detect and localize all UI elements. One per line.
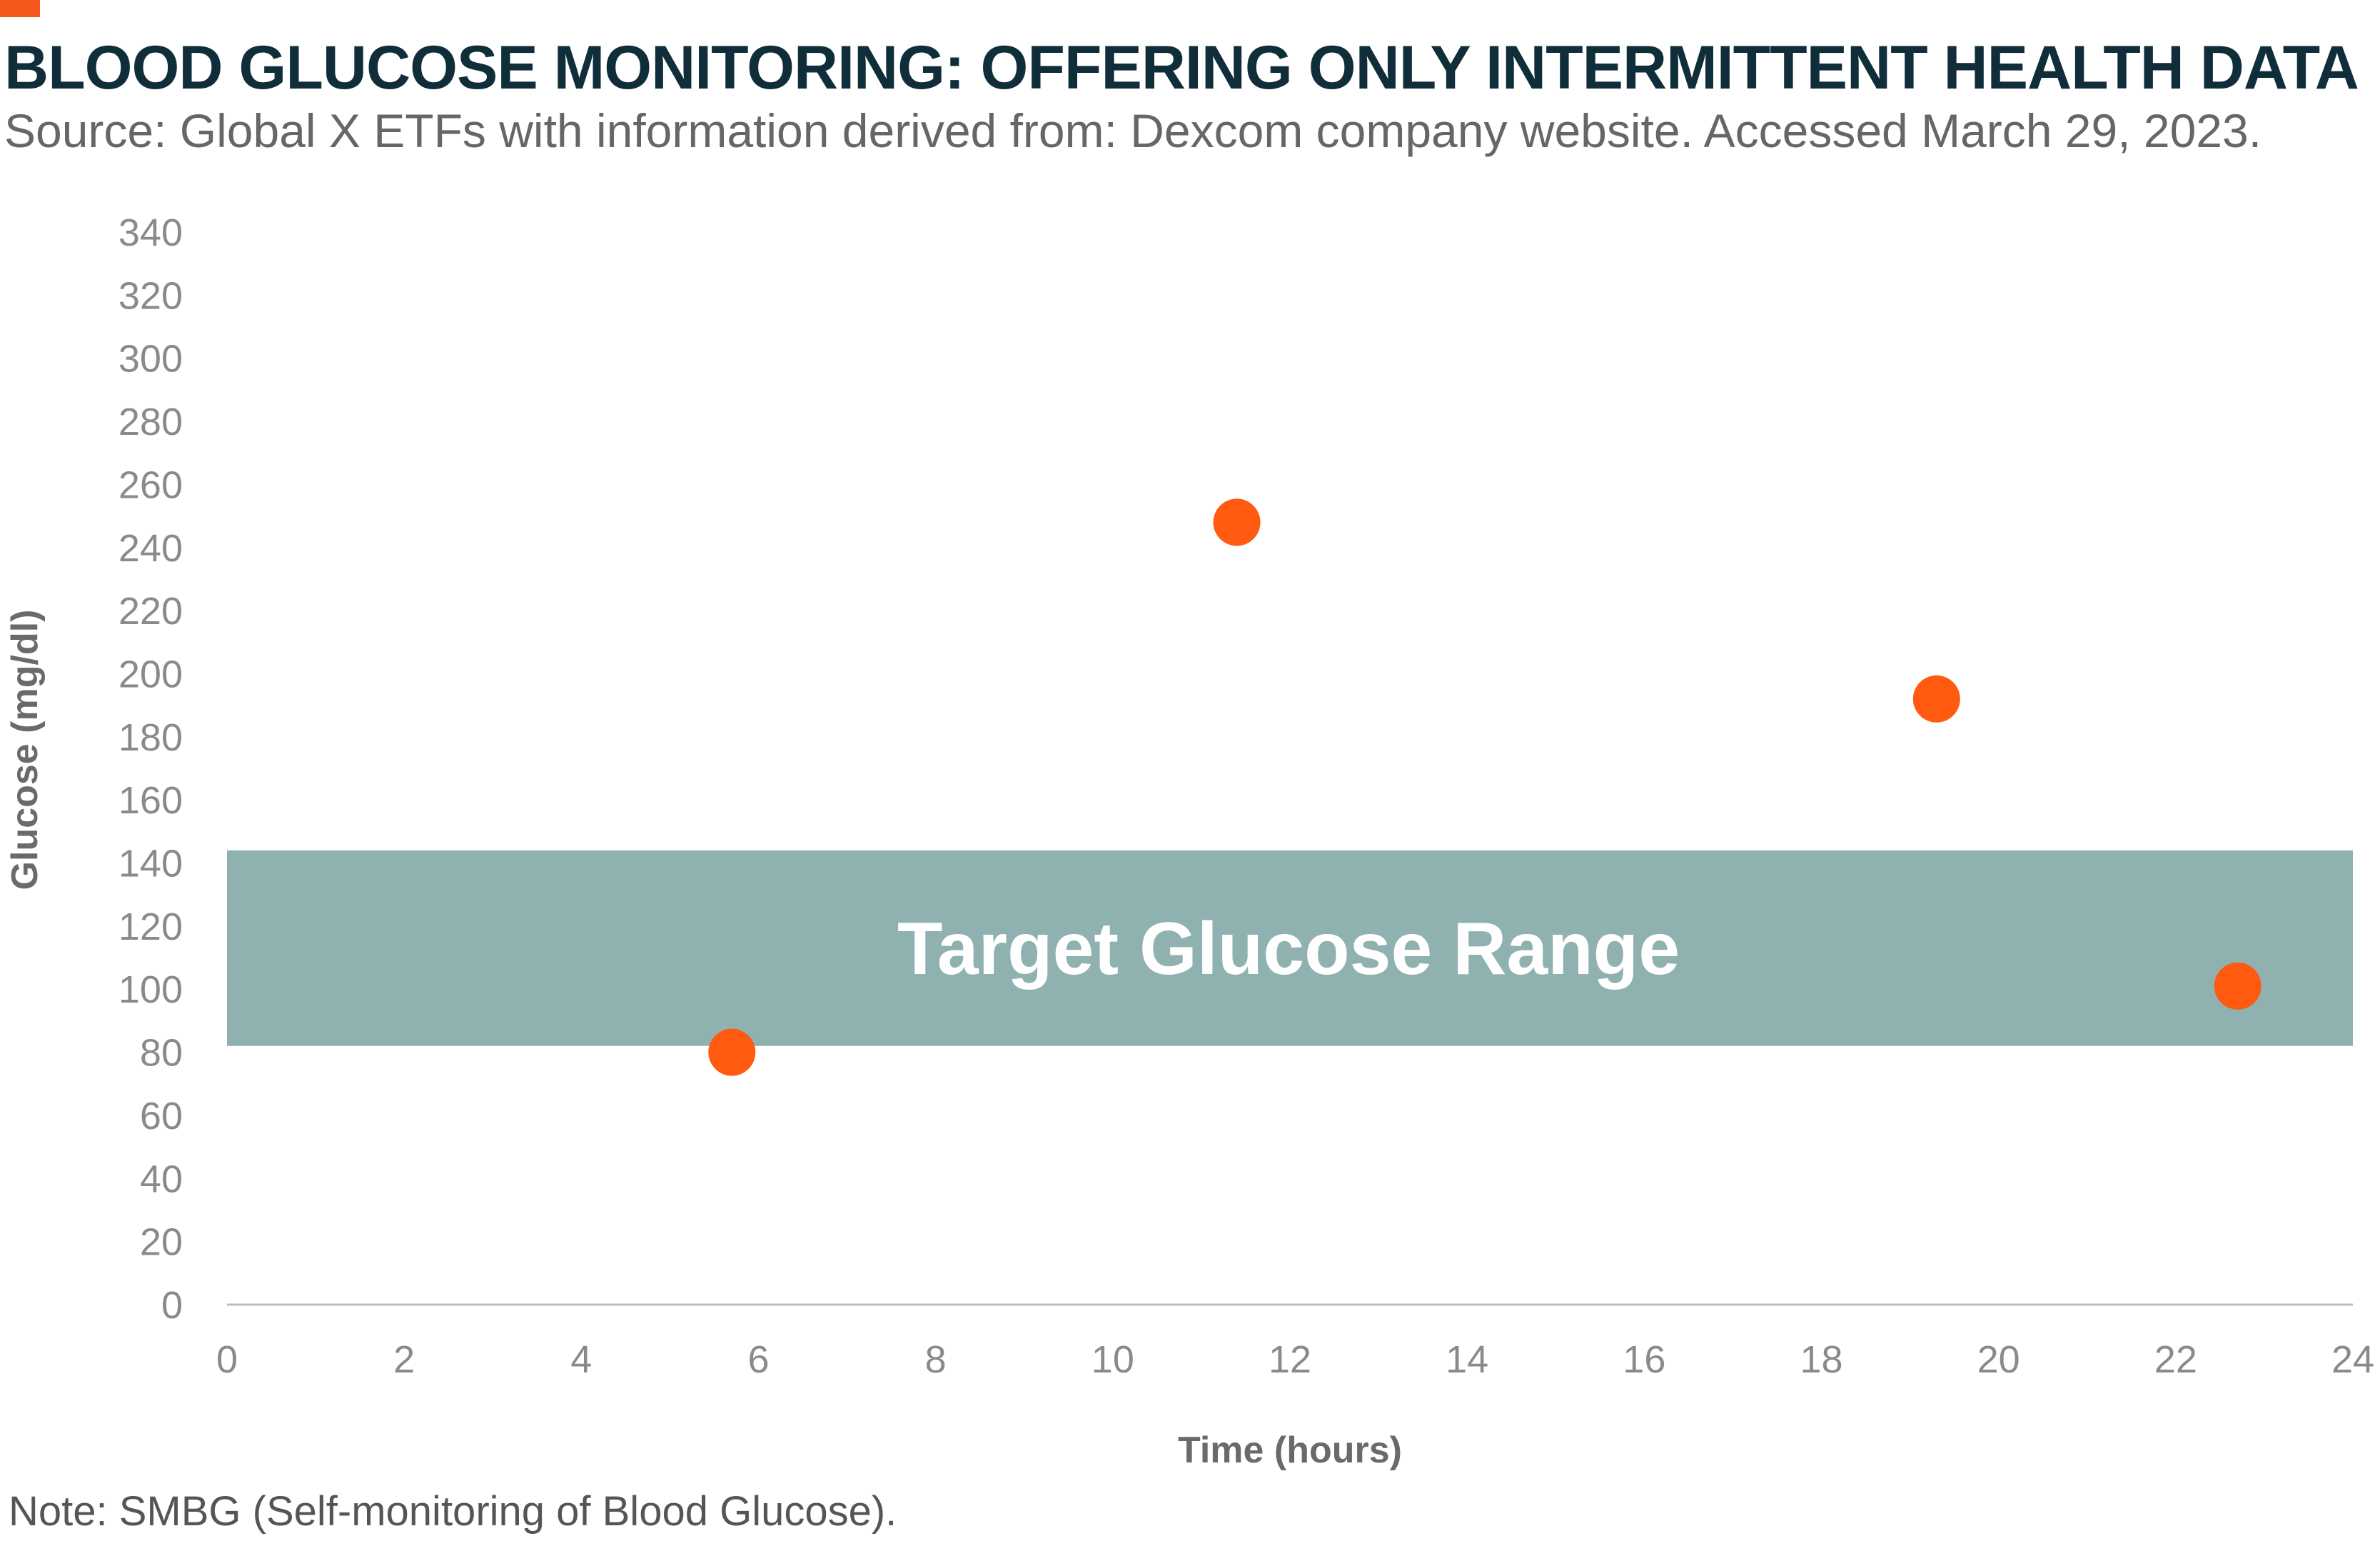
x-tick-label: 8 (925, 1338, 947, 1381)
data-point (2214, 962, 2261, 1010)
x-axis-title: Time (hours) (1178, 1430, 1402, 1471)
target-range-label: Target Glucose Range (897, 908, 1680, 990)
x-tick-label: 18 (1800, 1338, 1842, 1381)
data-point (1213, 498, 1261, 546)
y-tick-label: 340 (119, 211, 183, 254)
accent-square (0, 0, 40, 17)
x-tick-label: 14 (1446, 1338, 1488, 1381)
data-point (708, 1028, 756, 1076)
y-tick-label: 160 (119, 779, 183, 822)
x-tick-label: 24 (2331, 1338, 2374, 1381)
y-tick-label: 200 (119, 653, 183, 696)
chart-subtitle: Source: Global X ETFs with information d… (4, 104, 2262, 157)
y-tick-label: 100 (119, 968, 183, 1011)
y-tick-label: 240 (119, 527, 183, 570)
chart-note: Note: SMBG (Self-monitoring of Blood Glu… (9, 1488, 897, 1535)
y-axis-title: Glucose (mg/dl) (4, 610, 46, 890)
x-tick-label: 4 (570, 1338, 592, 1381)
y-tick-label: 260 (119, 463, 183, 506)
x-tick-label: 20 (1977, 1338, 2020, 1381)
target-range-band (227, 850, 2353, 1046)
y-tick-label: 0 (161, 1284, 183, 1327)
y-tick-label: 300 (119, 338, 183, 381)
x-tick-label: 12 (1269, 1338, 1311, 1381)
y-tick-label: 40 (140, 1158, 183, 1200)
x-tick-label: 0 (216, 1338, 238, 1381)
x-tick-label: 22 (2154, 1338, 2197, 1381)
x-tick-label: 6 (747, 1338, 769, 1381)
chart-title: BLOOD GLUCOSE MONITORING: OFFERING ONLY … (4, 34, 2359, 102)
y-tick-label: 280 (119, 401, 183, 443)
x-tick-label: 16 (1623, 1338, 1665, 1381)
y-tick-label: 20 (140, 1221, 183, 1264)
y-tick-label: 220 (119, 590, 183, 633)
y-tick-label: 320 (119, 274, 183, 317)
y-tick-label: 80 (140, 1032, 183, 1075)
x-tick-label: 10 (1091, 1338, 1134, 1381)
data-point (1912, 675, 1960, 723)
y-tick-label: 120 (119, 905, 183, 948)
x-tick-label: 2 (393, 1338, 415, 1381)
y-tick-label: 60 (140, 1095, 183, 1138)
y-tick-label: 140 (119, 843, 183, 885)
y-tick-label: 180 (119, 716, 183, 759)
